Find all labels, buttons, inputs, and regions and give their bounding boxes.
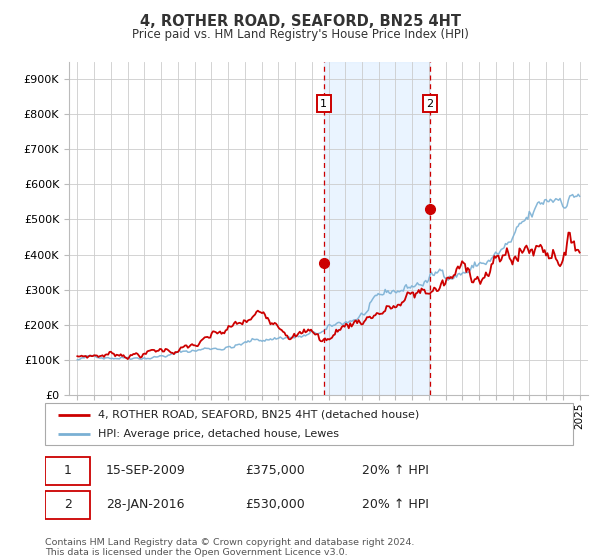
Text: Contains HM Land Registry data © Crown copyright and database right 2024.: Contains HM Land Registry data © Crown c… [45, 538, 415, 547]
Text: 20% ↑ HPI: 20% ↑ HPI [362, 464, 428, 477]
Text: This data is licensed under the Open Government Licence v3.0.: This data is licensed under the Open Gov… [45, 548, 347, 557]
Text: 1: 1 [64, 464, 71, 477]
Text: 20% ↑ HPI: 20% ↑ HPI [362, 498, 428, 511]
Text: 4, ROTHER ROAD, SEAFORD, BN25 4HT (detached house): 4, ROTHER ROAD, SEAFORD, BN25 4HT (detac… [98, 409, 419, 419]
Text: 15-SEP-2009: 15-SEP-2009 [106, 464, 185, 477]
FancyBboxPatch shape [45, 457, 90, 484]
Text: 1: 1 [320, 99, 327, 109]
Text: HPI: Average price, detached house, Lewes: HPI: Average price, detached house, Lewe… [98, 429, 339, 439]
Text: £375,000: £375,000 [245, 464, 305, 477]
Text: 2: 2 [64, 498, 71, 511]
Text: 2: 2 [427, 99, 434, 109]
Text: Price paid vs. HM Land Registry's House Price Index (HPI): Price paid vs. HM Land Registry's House … [131, 28, 469, 41]
FancyBboxPatch shape [45, 403, 573, 445]
Text: £530,000: £530,000 [245, 498, 305, 511]
Text: 4, ROTHER ROAD, SEAFORD, BN25 4HT: 4, ROTHER ROAD, SEAFORD, BN25 4HT [139, 14, 461, 29]
Text: 28-JAN-2016: 28-JAN-2016 [106, 498, 184, 511]
Bar [323, 62, 430, 395]
FancyBboxPatch shape [45, 491, 90, 519]
